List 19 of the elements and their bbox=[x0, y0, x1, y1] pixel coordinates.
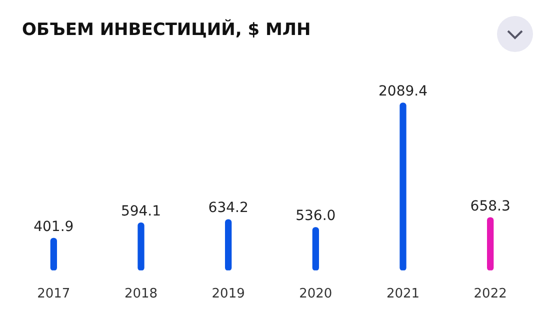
bar bbox=[312, 227, 319, 270]
data-label: 2089.4 bbox=[378, 84, 428, 100]
data-label: 401.9 bbox=[34, 218, 74, 235]
x-tick-label: 2022 bbox=[474, 286, 507, 302]
x-tick-label: 2021 bbox=[386, 286, 420, 302]
x-tick-label: 2017 bbox=[37, 286, 70, 302]
data-label: 634.2 bbox=[208, 200, 248, 216]
data-label: 658.3 bbox=[470, 198, 510, 214]
x-tick-label: 2019 bbox=[212, 286, 245, 302]
data-label: 594.1 bbox=[120, 203, 162, 220]
chart-title: ОБЪЕМ ИНВЕСТИЦИЙ, $ МЛН bbox=[22, 20, 311, 40]
bar bbox=[225, 219, 232, 270]
bar bbox=[50, 238, 57, 270]
data-label: 536.0 bbox=[296, 208, 336, 224]
bar bbox=[138, 222, 144, 270]
x-tick-label: 2020 bbox=[299, 286, 332, 302]
bar bbox=[487, 217, 494, 270]
bar bbox=[400, 102, 406, 270]
x-tick-label: 2018 bbox=[124, 286, 158, 302]
